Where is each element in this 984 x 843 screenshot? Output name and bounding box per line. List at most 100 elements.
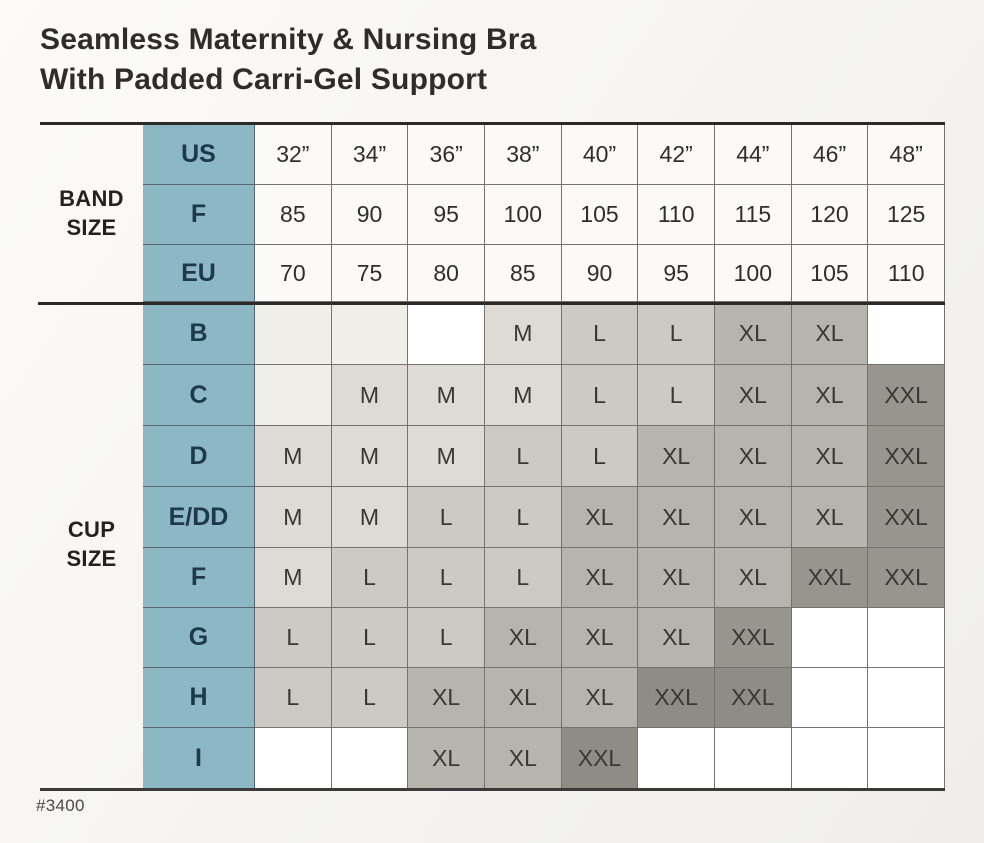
band-size-cell: 115 [714, 185, 792, 245]
band-size-cell: 36” [408, 125, 485, 185]
size-cell: L [331, 548, 409, 608]
size-cell [868, 608, 945, 668]
band-size-cell: 105 [791, 245, 869, 302]
size-cell: L [638, 302, 715, 365]
band-size-cell: 125 [868, 185, 945, 245]
size-cell: L [561, 365, 639, 426]
size-cell: L [255, 668, 332, 728]
size-cell: L [561, 302, 639, 365]
size-cell: XL [791, 426, 869, 487]
cup-row-header: I [143, 728, 255, 788]
size-cell [868, 728, 945, 788]
band-size-cell: 110 [638, 185, 715, 245]
size-cell: M [484, 302, 562, 365]
size-cell: L [408, 487, 485, 548]
size-cell [638, 728, 715, 788]
size-cell: L [638, 365, 715, 426]
size-cell [408, 302, 485, 365]
size-cell: XXL [868, 365, 945, 426]
band-size-cell: 38” [484, 125, 562, 185]
size-cell [255, 728, 332, 788]
size-cell: XL [791, 302, 869, 365]
size-cell: XL [561, 608, 639, 668]
size-cell: XXL [638, 668, 715, 728]
band-size-cell: 95 [638, 245, 715, 302]
size-cell: XL [408, 668, 485, 728]
size-cell: XL [714, 426, 792, 487]
size-cell: XXL [714, 608, 792, 668]
size-cell [255, 365, 332, 426]
band-size-cell: 44” [714, 125, 792, 185]
size-cell: XXL [791, 548, 869, 608]
band-size-cell: 70 [255, 245, 332, 302]
band-size-cell: 85 [255, 185, 332, 245]
band-size-cell: 100 [714, 245, 792, 302]
band-size-cell: 90 [561, 245, 639, 302]
size-cell: M [255, 487, 332, 548]
size-cell: L [484, 548, 562, 608]
size-cell: M [255, 426, 332, 487]
size-cell: M [331, 487, 409, 548]
band-row-header: US [143, 125, 255, 185]
band-size-cell: 75 [331, 245, 409, 302]
size-cell [714, 728, 792, 788]
size-cell: XL [791, 487, 869, 548]
size-cell: XL [561, 668, 639, 728]
size-cell: L [484, 426, 562, 487]
size-cell: XL [561, 548, 639, 608]
band-size-cell: 105 [561, 185, 639, 245]
size-cell: L [408, 608, 485, 668]
size-cell: M [484, 365, 562, 426]
size-cell: M [331, 426, 409, 487]
cup-row-header: G [143, 608, 255, 668]
size-cell: XL [638, 426, 715, 487]
size-cell: XL [484, 608, 562, 668]
title-line-2: With Padded Carri-Gel Support [40, 63, 488, 97]
size-cell: XXL [561, 728, 639, 788]
size-cell: M [408, 365, 485, 426]
band-cup-divider [38, 302, 945, 305]
size-cell: M [408, 426, 485, 487]
size-cell: XXL [868, 426, 945, 487]
size-cell [791, 668, 869, 728]
size-cell [331, 728, 409, 788]
size-cell: M [331, 365, 409, 426]
size-cell: XL [714, 365, 792, 426]
cup-row-header: E/DD [143, 487, 255, 548]
size-cell: XXL [868, 487, 945, 548]
size-cell: L [331, 668, 409, 728]
size-cell: XL [714, 487, 792, 548]
size-cell: L [408, 548, 485, 608]
title-line-1: Seamless Maternity & Nursing Bra [40, 23, 537, 56]
size-cell [791, 728, 869, 788]
band-size-cell: 120 [791, 185, 869, 245]
size-cell: XL [561, 487, 639, 548]
size-cell [331, 302, 409, 365]
size-cell: XL [791, 365, 869, 426]
size-cell: L [255, 608, 332, 668]
band-size-cell: 40” [561, 125, 639, 185]
band-size-cell: 32” [255, 125, 332, 185]
cup-row-header: H [143, 668, 255, 728]
band-size-cell: 42” [638, 125, 715, 185]
cup-row-header: B [143, 302, 255, 365]
band-size-cell: 110 [868, 245, 945, 302]
size-cell: XL [714, 302, 792, 365]
cup-row-header: C [143, 365, 255, 426]
size-cell: XL [638, 487, 715, 548]
size-cell: L [331, 608, 409, 668]
band-size-label: BAND SIZE [59, 185, 124, 240]
size-cell [868, 668, 945, 728]
band-row-header: F [143, 185, 255, 245]
size-cell [868, 302, 945, 365]
size-cell: XXL [714, 668, 792, 728]
band-size-cell: 90 [331, 185, 409, 245]
size-cell: M [255, 548, 332, 608]
size-cell: XL [638, 548, 715, 608]
band-row-header: EU [143, 245, 255, 302]
band-size-cell: 34” [331, 125, 409, 185]
band-size-cell: 48” [868, 125, 945, 185]
size-cell [791, 608, 869, 668]
size-table: BAND SIZE CUP SIZE US 32” 34” 36” 38” 40” 42” 4… [38, 122, 945, 791]
